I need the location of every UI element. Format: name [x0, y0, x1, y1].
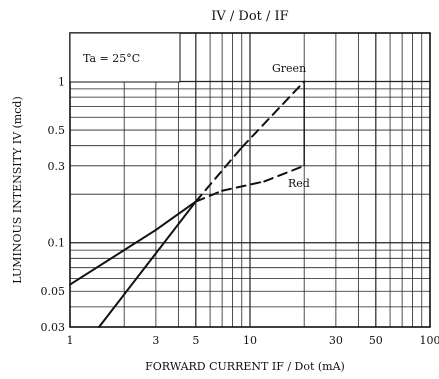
plot-frame: [69, 32, 431, 328]
red-series-segment: [194, 189, 224, 203]
series-label-green: Green: [272, 62, 306, 75]
y-tick-label: 1: [58, 76, 65, 89]
red-series-segment: [263, 164, 306, 183]
x-tick-label: 3: [152, 334, 159, 347]
annotation-box: [69, 32, 181, 83]
tick-labels: 1 3 5 10 30 50 100 0.03 0.05 0.1 0.3 0.5 1: [41, 76, 439, 347]
red-series-segment: [69, 228, 157, 286]
y-tick-label: 0.03: [41, 321, 66, 334]
y-tick-label: 0.1: [48, 237, 66, 250]
x-tick-label: 30: [329, 334, 343, 347]
series-lines: [69, 80, 306, 328]
y-axis-label: LUMINOUS INTENSITY IV (mcd): [11, 96, 24, 283]
green-series-segment: [240, 80, 306, 149]
series-label-red: Red: [288, 177, 310, 190]
green-series-segment: [98, 200, 197, 328]
chart-title: IV / Dot / IF: [211, 9, 288, 24]
x-tick-label: 100: [420, 334, 439, 347]
x-tick-label: 50: [369, 334, 383, 347]
green-series-segment: [194, 146, 243, 203]
temperature-annotation: Ta = 25°C: [83, 52, 140, 65]
x-tick-label: 5: [192, 334, 199, 347]
x-tick-label: 1: [67, 334, 74, 347]
y-tick-label: 0.5: [48, 124, 66, 137]
red-series-segment: [221, 180, 266, 192]
red-series-segment: [154, 200, 197, 231]
y-tick-label: 0.05: [41, 285, 66, 298]
x-tick-label: 10: [243, 334, 257, 347]
grid: [70, 33, 430, 327]
y-tick-label: 0.3: [48, 160, 66, 173]
x-axis-label: FORWARD CURRENT IF / Dot (mA): [145, 360, 345, 373]
